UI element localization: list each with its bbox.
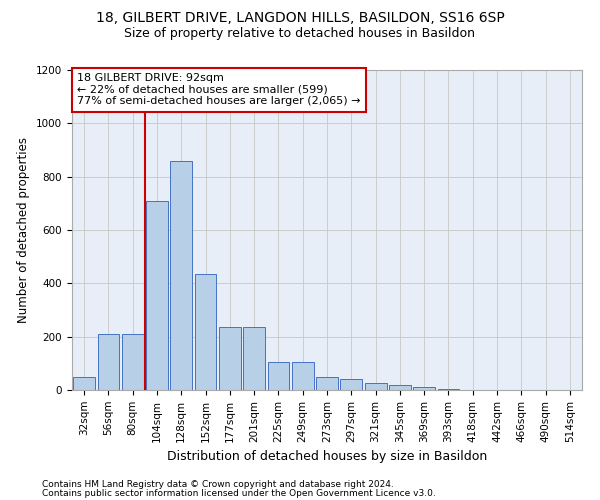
Bar (219, 328, 241, 390)
Bar (268, 362, 289, 390)
X-axis label: Distribution of detached houses by size in Basildon: Distribution of detached houses by size … (167, 450, 487, 463)
Bar (316, 378, 338, 390)
Bar (413, 388, 435, 390)
Bar (194, 274, 217, 390)
Bar (437, 388, 460, 390)
Bar (73, 378, 95, 390)
Bar (97, 334, 119, 390)
Bar (170, 160, 192, 390)
Bar (292, 362, 314, 390)
Bar (365, 384, 386, 390)
Text: Contains public sector information licensed under the Open Government Licence v3: Contains public sector information licen… (42, 488, 436, 498)
Text: Contains HM Land Registry data © Crown copyright and database right 2024.: Contains HM Land Registry data © Crown c… (42, 480, 394, 489)
Text: 18, GILBERT DRIVE, LANGDON HILLS, BASILDON, SS16 6SP: 18, GILBERT DRIVE, LANGDON HILLS, BASILD… (95, 12, 505, 26)
Bar (146, 200, 168, 390)
Y-axis label: Number of detached properties: Number of detached properties (17, 137, 31, 323)
Bar (243, 328, 265, 390)
Text: 18 GILBERT DRIVE: 92sqm
← 22% of detached houses are smaller (599)
77% of semi-d: 18 GILBERT DRIVE: 92sqm ← 22% of detache… (77, 73, 361, 106)
Bar (122, 334, 143, 390)
Bar (340, 380, 362, 390)
Text: Size of property relative to detached houses in Basildon: Size of property relative to detached ho… (125, 28, 476, 40)
Bar (389, 384, 411, 390)
